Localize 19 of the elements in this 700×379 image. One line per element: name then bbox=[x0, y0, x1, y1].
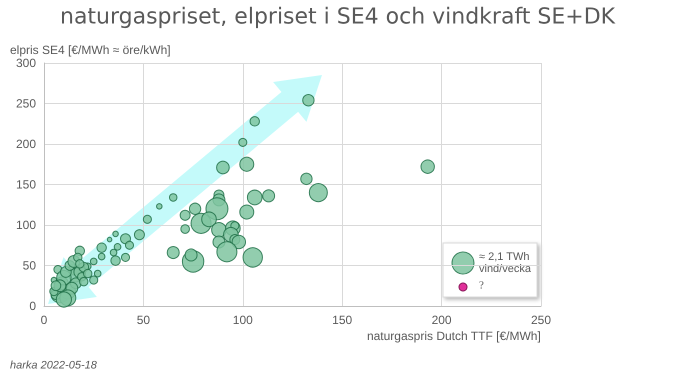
y-tick-label: 150 bbox=[16, 178, 36, 192]
legend-label: ≈ 2,1 TWh vind/vecka bbox=[479, 251, 532, 275]
legend-label: ? bbox=[479, 280, 484, 292]
x-tick-label: 0 bbox=[40, 313, 48, 327]
y-tick-label: 50 bbox=[22, 258, 36, 272]
x-tick-label: 50 bbox=[136, 313, 150, 327]
text: harka 2022-05-18 bbox=[10, 360, 98, 372]
x-tick-label: 150 bbox=[332, 313, 353, 327]
x-axis-title: naturgaspris Dutch TTF [€/MWh] bbox=[366, 329, 541, 343]
x-tick-label: 200 bbox=[432, 313, 452, 327]
y-tick-label: 300 bbox=[16, 56, 36, 70]
y-axis-title: elpris SE4 [€/MWh ≈ öre/kWh] bbox=[10, 43, 171, 57]
y-tick-label: 200 bbox=[16, 137, 36, 151]
chart-title: naturgaspriset, elpriset i SE4 och vindkraft SE+DK bbox=[60, 4, 616, 30]
x-tick-label: 250 bbox=[530, 313, 552, 327]
x-tick-label: 100 bbox=[232, 313, 254, 327]
y-tick-label: 250 bbox=[16, 96, 36, 110]
y-tick-label: 100 bbox=[16, 218, 36, 232]
y-tick-label: 0 bbox=[29, 299, 36, 313]
